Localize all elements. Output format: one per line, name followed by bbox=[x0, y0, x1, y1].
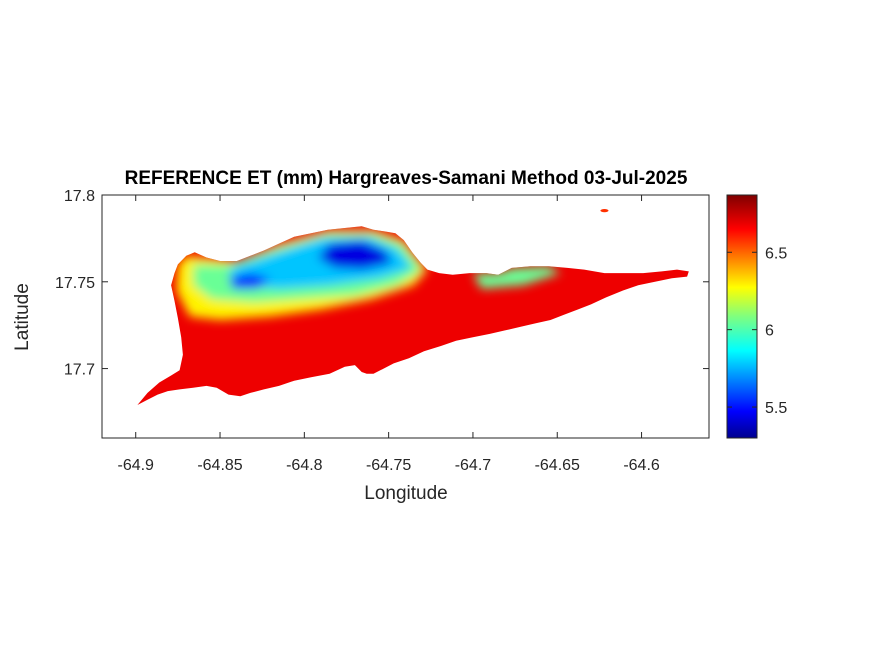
x-tick-label: -64.7 bbox=[455, 457, 492, 474]
et-zone-5 bbox=[472, 266, 561, 289]
axes-box bbox=[101, 194, 710, 439]
et-zones bbox=[176, 229, 561, 320]
y-tick-label: 17.8 bbox=[64, 188, 95, 205]
colorbar-tick-label: 6 bbox=[765, 323, 774, 340]
x-tick-label: -64.65 bbox=[535, 457, 580, 474]
islets bbox=[600, 209, 609, 213]
colorbar bbox=[726, 194, 758, 439]
et-zone-4 bbox=[228, 273, 271, 289]
y-axis-ticks: 17.7 17.75 17.8 bbox=[55, 188, 709, 379]
y-tick-label: 17.75 bbox=[55, 275, 95, 292]
x-axis-label: Longitude bbox=[364, 483, 447, 504]
colorbar-tick-label: 5.5 bbox=[765, 400, 787, 417]
island-et-field bbox=[137, 226, 689, 405]
x-tick-label: -64.75 bbox=[366, 457, 411, 474]
x-tick-label: -64.9 bbox=[117, 457, 154, 474]
y-axis-label: Latitude bbox=[12, 283, 33, 351]
y-tick-label: 17.7 bbox=[64, 362, 95, 379]
colorbar-tick-label: 6.5 bbox=[765, 245, 787, 262]
map-title: REFERENCE ET (mm) Hargreaves-Samani Meth… bbox=[125, 168, 688, 189]
x-tick-label: -64.6 bbox=[623, 457, 660, 474]
colorbar-ticks: 5.5 6 6.5 bbox=[727, 245, 787, 417]
islet-0 bbox=[600, 209, 609, 213]
et-zone-3 bbox=[317, 240, 392, 270]
x-axis-ticks: -64.9 -64.85 -64.8 -64.75 -64.7 -64.65 -64.6 bbox=[117, 195, 660, 474]
x-tick-label: -64.8 bbox=[286, 457, 323, 474]
x-tick-label: -64.85 bbox=[197, 457, 242, 474]
